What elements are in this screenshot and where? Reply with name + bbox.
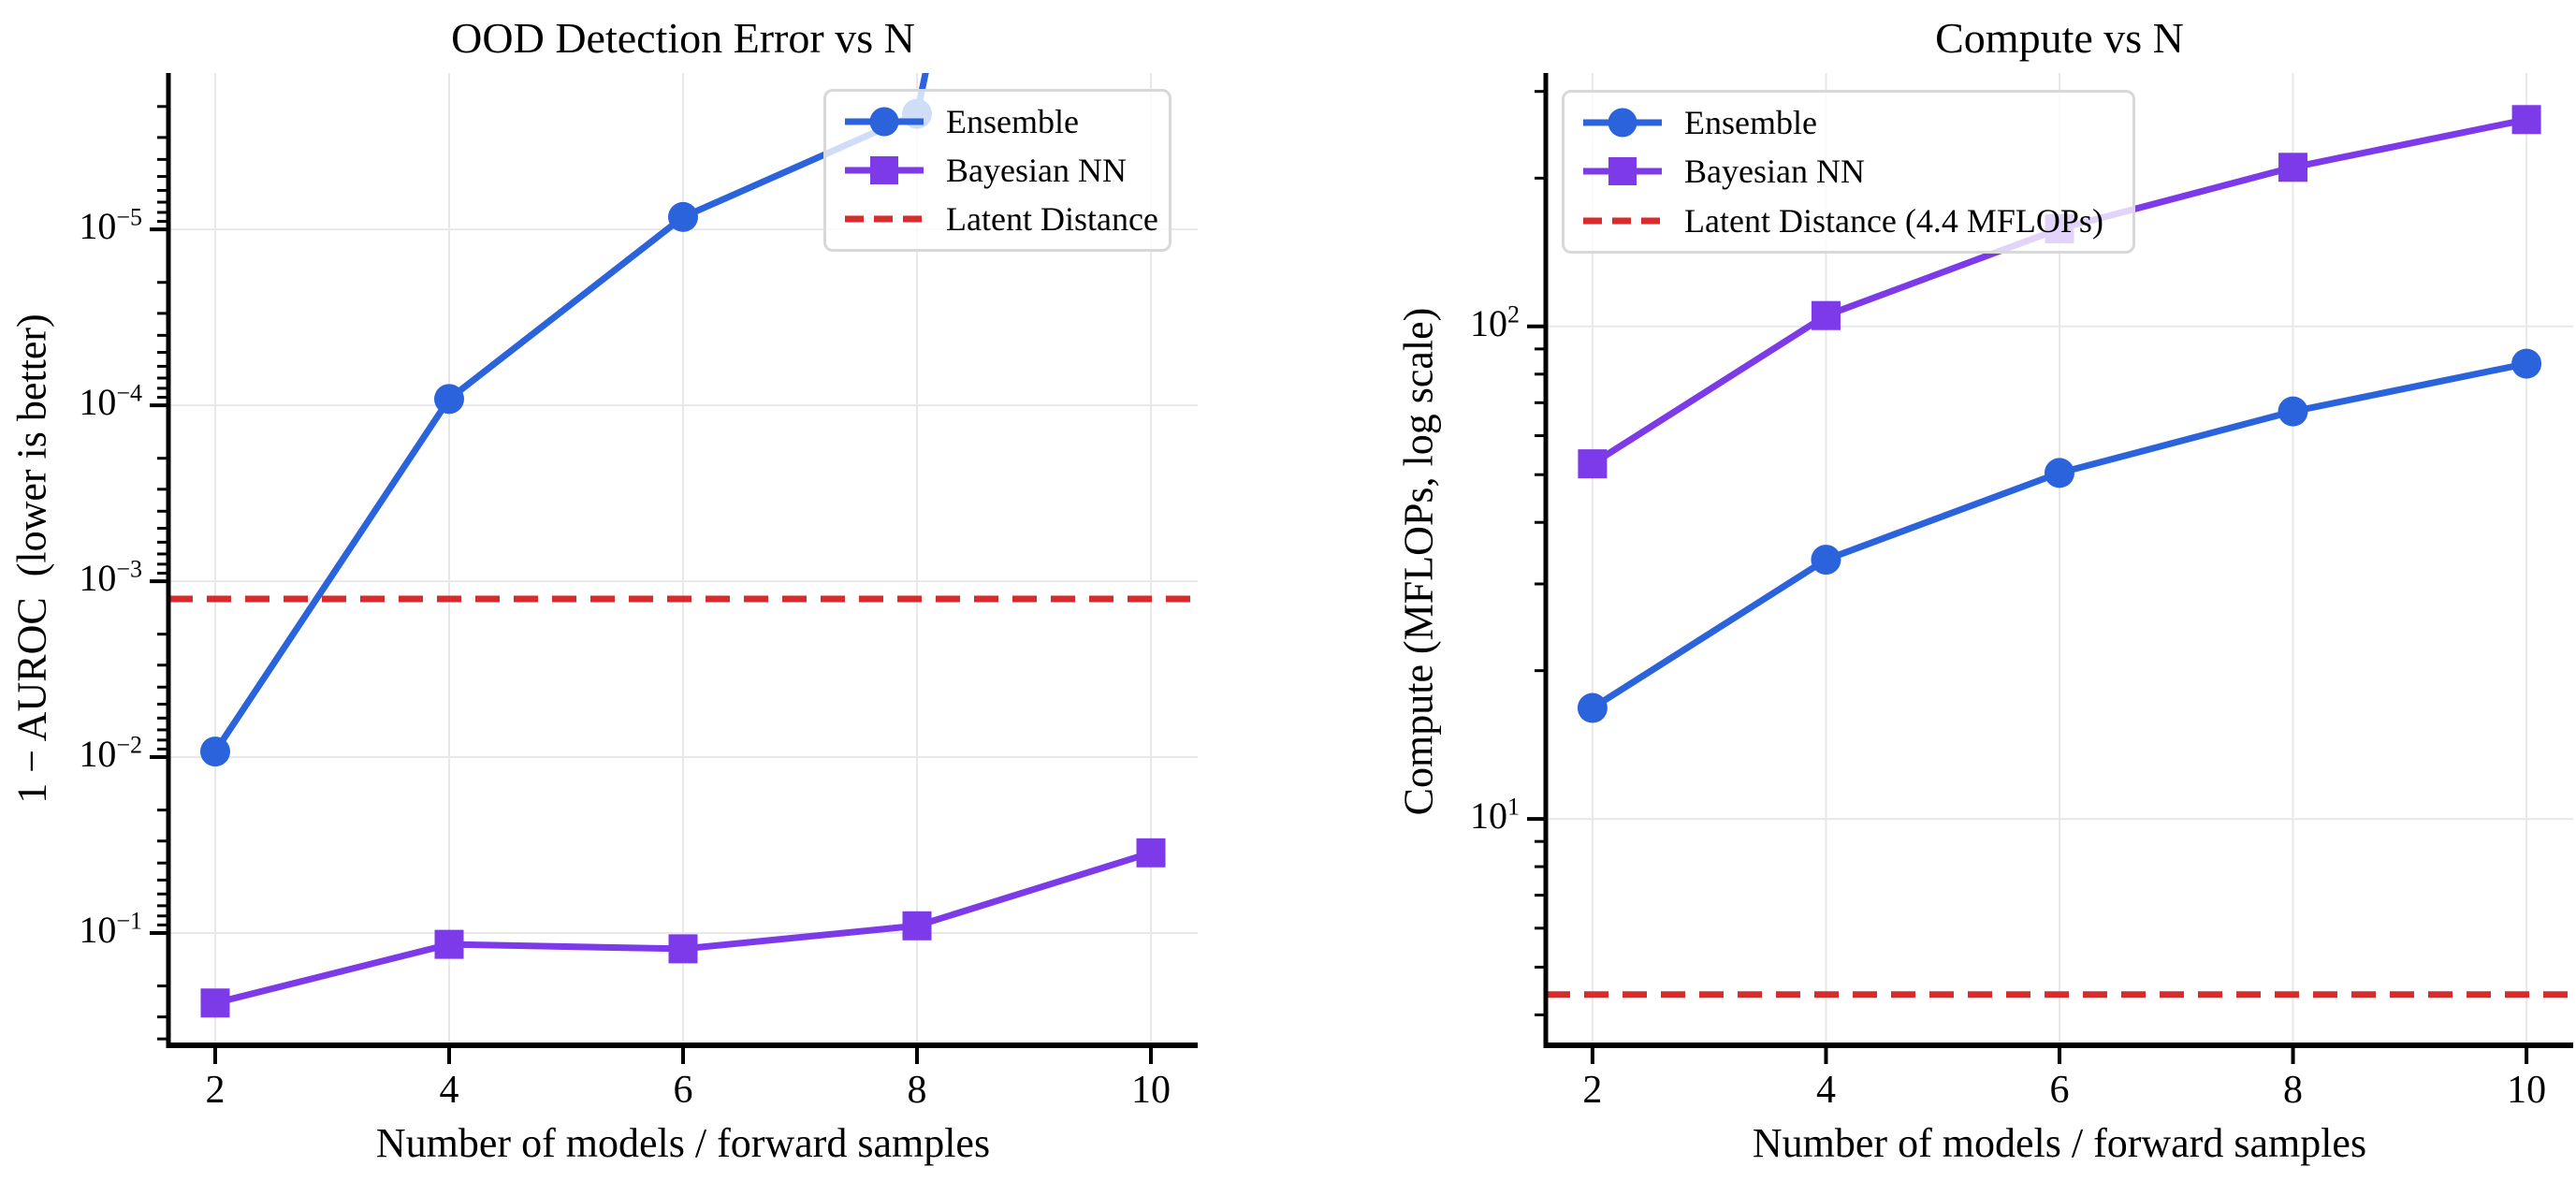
x-tick-label: 10	[1131, 1069, 1171, 1112]
data-point-circle	[2511, 348, 2542, 379]
data-point-square	[668, 934, 698, 964]
y-tick-label: 10−2	[79, 731, 142, 776]
y-tick-label: 101	[1470, 793, 1520, 838]
legend-label: Latent Distance	[946, 200, 1158, 238]
data-point-circle	[1811, 545, 1841, 576]
legend-right-chart: Ensemble Bayesian NN Latent Distance (4.4 …	[1562, 90, 2135, 254]
right-chart-title: Compute vs N	[1935, 14, 2184, 62]
y-tick-label: 10−4	[79, 379, 142, 424]
line-circle-marker-icon	[845, 107, 924, 137]
line-circle-marker-icon	[1583, 108, 1662, 138]
dashed-line-icon	[845, 215, 924, 223]
data-point-circle	[2045, 458, 2074, 488]
legend-label: Bayesian NN	[946, 152, 1127, 189]
data-point-square	[1811, 300, 1841, 330]
dashed-line-icon	[1583, 217, 1662, 225]
y-tick-label: 10−3	[79, 555, 142, 600]
data-point-square	[2511, 105, 2541, 135]
y-tick-label: 10−1	[79, 907, 142, 951]
legend-label: Ensemble	[1684, 104, 1817, 142]
data-point-square	[434, 929, 464, 959]
data-point-square	[1136, 838, 1166, 868]
y-tick-label: 10−5	[79, 203, 142, 248]
data-point-square	[200, 988, 230, 1018]
x-tick-label: 8	[907, 1069, 927, 1112]
data-point-square	[902, 911, 932, 940]
chart-0	[150, 73, 1198, 1064]
data-layer	[200, 73, 1166, 1018]
data-point-square	[2278, 153, 2308, 182]
legend-label: Bayesian NN	[1684, 153, 1865, 191]
data-point-circle	[200, 736, 230, 767]
x-tick-label: 10	[2507, 1069, 2547, 1112]
legend-entry: Bayesian NN	[1579, 147, 2114, 196]
legend-left-chart: Ensemble Bayesian NN Latent Distance	[823, 89, 1172, 252]
data-point-square	[1578, 449, 1608, 479]
data-point-circle	[434, 384, 464, 415]
legend-label: Latent Distance (4.4 MFLOPs)	[1684, 201, 2103, 240]
data-point-circle	[1577, 693, 1608, 723]
x-tick-label: 8	[2283, 1069, 2304, 1112]
line-square-marker-icon	[1583, 157, 1662, 186]
x-tick-label: 6	[2049, 1069, 2070, 1112]
legend-entry: Ensemble	[841, 97, 1150, 146]
y-tick-label: 102	[1470, 300, 1520, 344]
legend-entry: Bayesian NN	[841, 146, 1150, 195]
data-point-circle	[668, 201, 698, 232]
legend-entry: Latent Distance (4.4 MFLOPs)	[1579, 197, 2114, 245]
line-square-marker-icon	[845, 156, 924, 184]
data-point-circle	[2278, 396, 2308, 427]
right-y-axis-label: Compute (MFLOPs, log scale)	[1395, 307, 1442, 816]
x-tick-label: 4	[1815, 1069, 1836, 1112]
left-x-axis-label: Number of models / forward samples	[375, 1120, 991, 1166]
x-tick-label: 2	[1582, 1069, 1603, 1112]
left-chart-title: OOD Detection Error vs N	[451, 14, 915, 62]
x-tick-label: 2	[205, 1069, 226, 1112]
right-x-axis-label: Number of models / forward samples	[1752, 1120, 2367, 1166]
legend-entry: Ensemble	[1579, 98, 2114, 147]
legend-label: Ensemble	[946, 103, 1079, 140]
legend-entry: Latent Distance	[841, 195, 1158, 243]
x-tick-label: 6	[673, 1069, 693, 1112]
x-tick-label: 4	[439, 1069, 459, 1112]
